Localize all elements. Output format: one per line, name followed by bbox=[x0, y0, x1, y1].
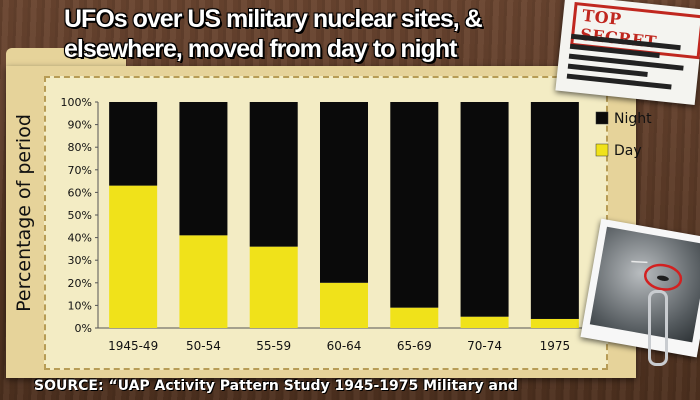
y-tick-label: 100% bbox=[61, 96, 92, 109]
y-tick-label: 40% bbox=[68, 232, 92, 245]
ufo-circle-icon bbox=[631, 260, 683, 291]
y-tick-label: 50% bbox=[68, 209, 92, 222]
photo-image bbox=[589, 226, 700, 343]
bar-day-70-74 bbox=[460, 316, 509, 328]
x-tick-label: 50-54 bbox=[186, 339, 221, 353]
bar-night-70-74 bbox=[460, 102, 509, 317]
legend-swatch-night bbox=[595, 111, 609, 125]
y-tick-label: 60% bbox=[68, 186, 92, 199]
paperclip-icon bbox=[648, 290, 668, 366]
x-tick-label: 65-69 bbox=[397, 339, 432, 353]
bar-night-60-64 bbox=[320, 102, 368, 283]
bar-day-1975 bbox=[530, 318, 579, 328]
title-line-1: UFOs over US military nuclear sites, & bbox=[64, 5, 483, 33]
bar-day-1945-49 bbox=[109, 185, 158, 328]
legend-label-day: Day bbox=[614, 143, 642, 159]
bar-day-65-69 bbox=[390, 307, 439, 328]
chart-title: UFOs over US military nuclear sites, & e… bbox=[64, 4, 544, 64]
x-tick-label: 60-64 bbox=[327, 339, 362, 353]
source-note: SOURCE: “UAP Activity Pattern Study 1945… bbox=[34, 378, 518, 394]
bar-night-1945-49 bbox=[109, 102, 158, 186]
bar-night-55-59 bbox=[249, 102, 298, 247]
bar-day-60-64 bbox=[320, 282, 368, 328]
y-tick-label: 20% bbox=[68, 277, 92, 290]
legend-swatch-day bbox=[595, 143, 609, 157]
bar-night-50-54 bbox=[179, 102, 228, 236]
title-line-2: elsewhere, moved from day to night bbox=[64, 35, 457, 63]
y-tick-label: 70% bbox=[68, 164, 92, 177]
x-tick-label: 1945-49 bbox=[108, 339, 158, 353]
bar-day-55-59 bbox=[249, 246, 298, 328]
x-tick-label: 55-59 bbox=[256, 339, 291, 353]
bar-night-65-69 bbox=[390, 102, 439, 308]
x-tick-label: 1975 bbox=[540, 339, 571, 353]
x-tick-label: 70-74 bbox=[467, 339, 502, 353]
legend-label-night: Night bbox=[614, 111, 652, 127]
y-tick-label: 80% bbox=[68, 141, 92, 154]
ufo-photo-icon bbox=[580, 218, 700, 358]
y-tick-label: 0% bbox=[75, 322, 92, 335]
y-tick-label: 90% bbox=[68, 119, 92, 132]
y-tick-label: 30% bbox=[68, 254, 92, 267]
bar-night-1975 bbox=[530, 102, 579, 319]
y-tick-label: 10% bbox=[68, 299, 92, 312]
bar-day-50-54 bbox=[179, 235, 228, 328]
